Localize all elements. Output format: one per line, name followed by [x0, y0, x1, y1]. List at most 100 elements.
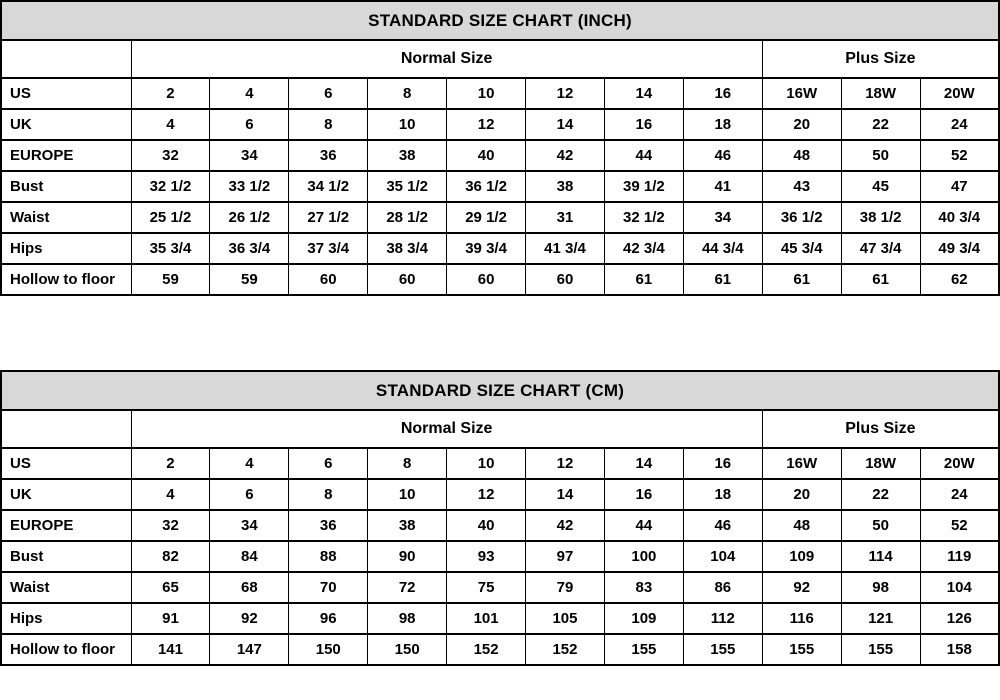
- value-cell: 39 1/2: [603, 170, 684, 203]
- table-row: Hollow to floor 141 147 150 150 152 152 155 155 1…: [0, 633, 1000, 666]
- value-cell: 39 3/4: [446, 232, 527, 265]
- value-cell: 10: [446, 447, 527, 480]
- value-cell: 34: [682, 201, 763, 234]
- row-label: US: [0, 77, 132, 110]
- value-cell: 14: [603, 77, 684, 110]
- value-cell: 152: [446, 633, 527, 666]
- value-cell: 48: [761, 509, 842, 542]
- table-title-inch: STANDARD SIZE CHART (INCH): [0, 0, 1000, 41]
- value-cell: 50: [840, 509, 921, 542]
- value-cell: 119: [919, 540, 1000, 573]
- value-cell: 4: [130, 108, 211, 141]
- table-title-row: STANDARD SIZE CHART (CM): [0, 370, 1000, 411]
- value-cell: 84: [209, 540, 290, 573]
- value-cell: 4: [209, 447, 290, 480]
- value-cell: 150: [288, 633, 369, 666]
- value-cell: 45 3/4: [761, 232, 842, 265]
- value-cell: 46: [682, 509, 763, 542]
- value-cell: 42: [525, 139, 605, 172]
- row-label: UK: [0, 108, 132, 141]
- group-header-plus-size: Plus Size: [761, 39, 1000, 79]
- value-cell: 101: [446, 602, 527, 635]
- value-cell: 12: [446, 478, 527, 511]
- value-cell: 47 3/4: [840, 232, 921, 265]
- value-cell: 92: [761, 571, 842, 604]
- table-row: Bust 32 1/2 33 1/2 34 1/2 35 1/2 36 1/2 38 39 1…: [0, 170, 1000, 203]
- value-cell: 20: [761, 108, 842, 141]
- value-cell: 42 3/4: [603, 232, 684, 265]
- value-cell: 61: [761, 263, 842, 296]
- value-cell: 59: [130, 263, 211, 296]
- value-cell: 32: [130, 509, 211, 542]
- value-cell: 16W: [761, 447, 842, 480]
- value-cell: 44: [603, 509, 684, 542]
- value-cell: 14: [603, 447, 684, 480]
- value-cell: 6: [288, 447, 369, 480]
- value-cell: 8: [367, 447, 448, 480]
- value-cell: 141: [130, 633, 211, 666]
- row-label: EUROPE: [0, 139, 132, 172]
- value-cell: 29 1/2: [446, 201, 527, 234]
- value-cell: 25 1/2: [130, 201, 211, 234]
- value-cell: 79: [525, 571, 605, 604]
- value-cell: 18: [682, 108, 763, 141]
- corner-cell: [0, 39, 132, 79]
- table-row: EUROPE 32 34 36 38 40 42 44 46 48 50 52: [0, 139, 1000, 172]
- value-cell: 18: [682, 478, 763, 511]
- value-cell: 52: [919, 139, 1000, 172]
- size-chart-cm-table: STANDARD SIZE CHART (CM) Normal Size Plu…: [0, 370, 1000, 666]
- value-cell: 104: [919, 571, 1000, 604]
- row-label: Hips: [0, 232, 132, 265]
- value-cell: 88: [288, 540, 369, 573]
- value-cell: 49 3/4: [919, 232, 1000, 265]
- value-cell: 16: [682, 447, 763, 480]
- value-cell: 60: [446, 263, 527, 296]
- value-cell: 40: [446, 509, 527, 542]
- table-row: Hollow to floor 59 59 60 60 60 60 61 61 61 61 62: [0, 263, 1000, 296]
- value-cell: 34 1/2: [288, 170, 369, 203]
- value-cell: 12: [525, 447, 605, 480]
- value-cell: 26 1/2: [209, 201, 290, 234]
- value-cell: 10: [367, 478, 448, 511]
- value-cell: 59: [209, 263, 290, 296]
- table-title-cm: STANDARD SIZE CHART (CM): [0, 370, 1000, 411]
- value-cell: 93: [446, 540, 527, 573]
- value-cell: 37 3/4: [288, 232, 369, 265]
- value-cell: 32: [130, 139, 211, 172]
- group-header-plus-size: Plus Size: [761, 409, 1000, 449]
- value-cell: 155: [682, 633, 763, 666]
- value-cell: 6: [209, 108, 290, 141]
- value-cell: 6: [288, 77, 369, 110]
- value-cell: 8: [367, 77, 448, 110]
- table-row: US 2 4 6 8 10 12 14 16 16W 18W 20W: [0, 77, 1000, 110]
- value-cell: 65: [130, 571, 211, 604]
- corner-cell: [0, 409, 132, 449]
- value-cell: 40: [446, 139, 527, 172]
- value-cell: 16: [682, 77, 763, 110]
- value-cell: 44 3/4: [682, 232, 763, 265]
- value-cell: 147: [209, 633, 290, 666]
- value-cell: 41: [682, 170, 763, 203]
- value-cell: 70: [288, 571, 369, 604]
- table-row: Bust 82 84 88 90 93 97 100 104 109 114 119: [0, 540, 1000, 573]
- value-cell: 91: [130, 602, 211, 635]
- table-row: EUROPE 32 34 36 38 40 42 44 46 48 50 52: [0, 509, 1000, 542]
- value-cell: 38 3/4: [367, 232, 448, 265]
- value-cell: 109: [761, 540, 842, 573]
- value-cell: 34: [209, 139, 290, 172]
- value-cell: 12: [446, 108, 527, 141]
- value-cell: 60: [288, 263, 369, 296]
- value-cell: 12: [525, 77, 605, 110]
- value-cell: 4: [209, 77, 290, 110]
- value-cell: 10: [367, 108, 448, 141]
- value-cell: 104: [682, 540, 763, 573]
- row-label: Bust: [0, 540, 132, 573]
- row-label: Hips: [0, 602, 132, 635]
- value-cell: 4: [130, 478, 211, 511]
- value-cell: 61: [603, 263, 684, 296]
- value-cell: 24: [919, 478, 1000, 511]
- row-label: Bust: [0, 170, 132, 203]
- table-row: UK 4 6 8 10 12 14 16 18 20 22 24: [0, 108, 1000, 141]
- value-cell: 20W: [919, 77, 1000, 110]
- value-cell: 72: [367, 571, 448, 604]
